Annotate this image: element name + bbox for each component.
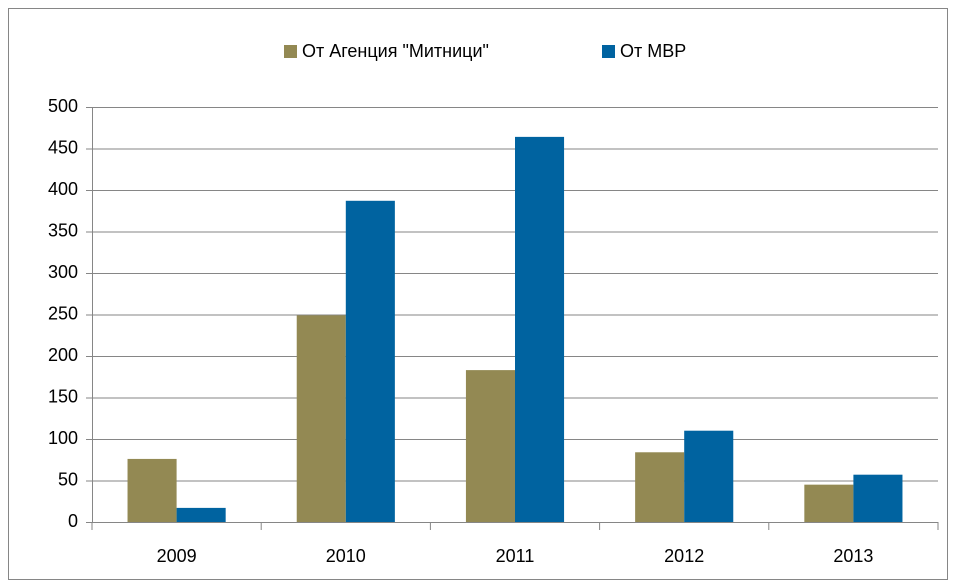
y-tick-label: 400 — [48, 179, 78, 199]
legend-label: От МВР — [620, 41, 686, 61]
bar — [515, 136, 565, 522]
x-tick-label: 2010 — [326, 546, 366, 566]
y-tick-label: 350 — [48, 220, 78, 240]
y-tick-label: 200 — [48, 345, 78, 365]
y-tick-label: 0 — [68, 511, 78, 531]
legend-swatch — [284, 45, 297, 58]
y-tick-label: 250 — [48, 303, 78, 323]
bar — [345, 200, 395, 523]
x-tick-label: 2011 — [496, 546, 535, 566]
bar — [853, 474, 903, 522]
bar — [176, 507, 226, 522]
y-tick-label: 300 — [48, 262, 78, 282]
x-tick-label: 2013 — [833, 546, 873, 566]
bar — [465, 370, 515, 522]
bar — [296, 315, 346, 522]
bar — [127, 458, 177, 522]
legend-label: От Агенция "Митници" — [302, 41, 489, 61]
x-tick-label: 2012 — [664, 546, 704, 566]
y-tick-label: 500 — [48, 96, 78, 116]
y-tick-label: 100 — [48, 428, 78, 448]
y-tick-label: 450 — [48, 137, 78, 157]
bar — [684, 430, 734, 522]
legend-swatch — [602, 45, 615, 58]
bar — [804, 484, 854, 522]
x-tick-label: 2009 — [157, 546, 197, 566]
y-tick-label: 150 — [48, 386, 78, 406]
bar — [635, 452, 685, 522]
y-tick-label: 50 — [58, 469, 78, 489]
